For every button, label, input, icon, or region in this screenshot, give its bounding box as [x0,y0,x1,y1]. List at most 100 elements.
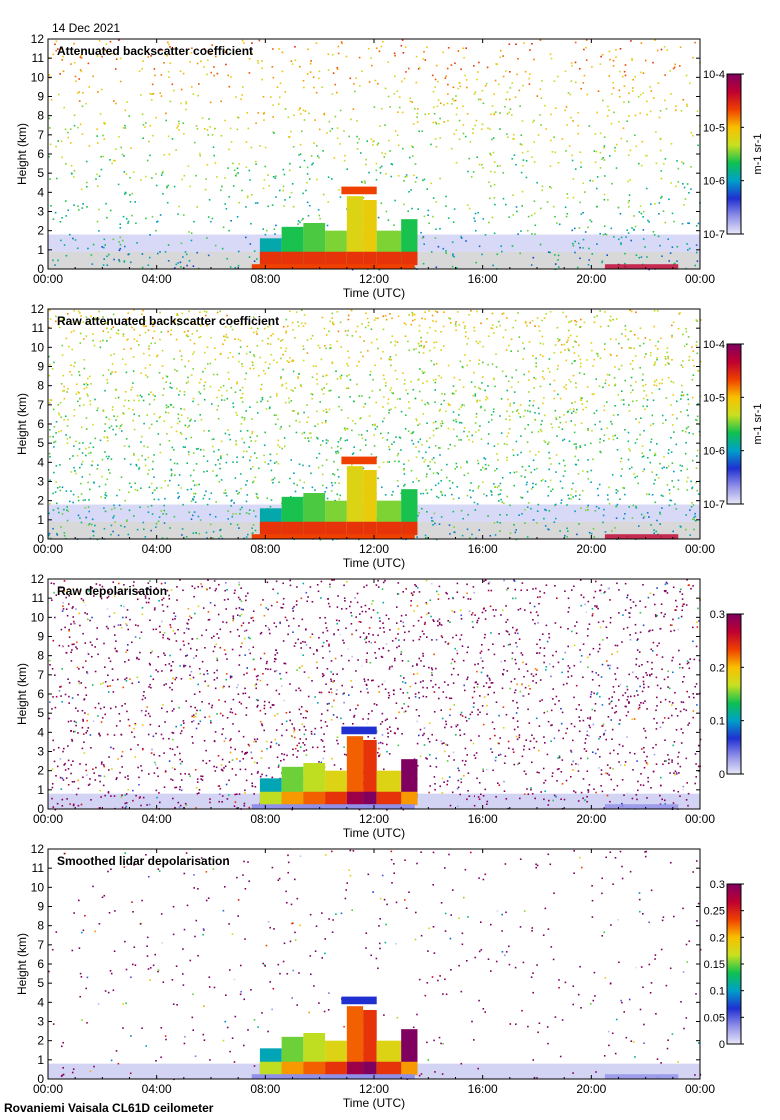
noise-speck [180,242,183,245]
noise-speck [152,628,155,631]
noise-speck [642,216,644,218]
noise-speck [476,503,479,505]
noise-speck [212,537,214,539]
noise-speck [526,441,529,443]
noise-speck [527,424,529,426]
noise-speck [143,691,145,693]
noise-speck [428,446,431,449]
noise-speck [329,344,332,346]
noise-speck [336,468,339,471]
noise-speck [611,93,613,95]
noise-speck [308,112,310,115]
noise-speck [179,665,181,667]
noise-speck [291,63,294,65]
noise-speck [424,113,427,116]
noise-speck [180,789,183,792]
noise-speck [453,393,455,395]
noise-speck [230,387,233,389]
noise-speck [396,378,398,380]
noise-speck [48,74,50,76]
noise-speck [465,47,467,49]
noise-speck [217,613,220,616]
noise-speck [445,723,448,726]
noise-speck [345,427,348,430]
noise-speck [170,426,173,428]
noise-speck [429,468,431,470]
noise-speck [566,197,569,199]
noise-speck [133,454,135,456]
noise-speck [191,333,194,335]
noise-speck [420,660,422,662]
noise-speck [195,448,198,450]
noise-speck [315,91,318,94]
noise-speck [673,66,676,69]
noise-speck [209,362,212,365]
noise-speck [110,746,112,749]
noise-speck [281,339,284,341]
noise-speck [443,345,445,347]
noise-speck [167,412,170,414]
noise-speck [435,201,438,203]
noise-speck [580,161,582,164]
noise-speck [619,48,622,50]
noise-speck [540,207,542,210]
noise-speck [626,229,628,231]
noise-speck [396,90,399,92]
noise-speck [323,733,325,735]
noise-speck [98,208,100,211]
noise-speck [446,476,448,479]
noise-speck [691,502,693,504]
noise-speck [331,93,334,95]
noise-speck [318,77,320,80]
noise-speck [434,401,436,403]
noise-speck [467,772,470,774]
noise-speck [119,57,122,60]
noise-speck [696,419,698,422]
noise-speck [513,524,515,526]
noise-speck [263,614,266,617]
noise-speck [477,98,480,101]
y-tick-label: 2 [37,224,44,238]
noise-speck [590,442,592,445]
noise-speck [591,430,593,432]
noise-speck [298,373,300,375]
cloud-base [281,521,304,536]
noise-speck [249,179,251,181]
noise-speck [460,778,462,780]
noise-speck [531,156,533,158]
noise-speck [49,456,51,458]
noise-speck [632,368,634,370]
noise-speck [561,759,564,761]
noise-speck [578,704,580,706]
noise-speck [292,205,295,208]
noise-speck [452,86,455,89]
noise-speck [558,462,561,465]
noise-speck [365,641,367,644]
noise-speck [583,373,586,375]
noise-speck [144,367,147,369]
noise-speck [481,644,483,646]
noise-speck [71,173,73,175]
noise-speck [267,400,269,402]
heatmap-field [48,309,702,541]
noise-speck [466,435,469,438]
noise-speck [352,400,355,403]
noise-speck [217,449,220,451]
noise-speck [56,177,58,180]
noise-speck [609,353,612,356]
noise-speck [175,53,177,55]
noise-speck [644,59,647,62]
noise-speck [659,794,661,797]
noise-speck [67,510,69,513]
noise-speck [579,201,581,204]
noise-speck [435,122,438,125]
noise-speck [521,144,523,146]
noise-speck [616,143,618,146]
noise-speck [334,115,337,118]
noise-speck [443,311,445,313]
noise-speck [68,636,71,638]
noise-speck [493,378,495,381]
noise-speck [251,430,254,433]
noise-speck [577,459,580,461]
noise-speck [394,199,396,202]
